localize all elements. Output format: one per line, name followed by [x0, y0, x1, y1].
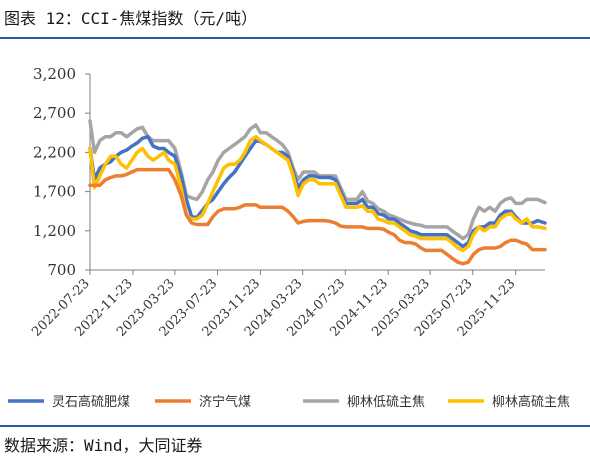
source-divider [0, 425, 590, 427]
y-tick-label: 2,200 [33, 143, 76, 161]
y-tick-label: 1,700 [33, 183, 76, 201]
series-layer [88, 119, 547, 266]
y-tick-label: 700 [47, 261, 76, 279]
series-line-3 [88, 119, 547, 241]
title-divider [0, 37, 590, 39]
legend: 灵石高硫肥煤 济宁气煤 柳林低硫主焦 柳林高硫主焦 [8, 394, 570, 410]
line-chart: 700 1,200 1,700 2,200 2,700 3,200 2022-07-232… [8, 65, 570, 410]
legend-label: 济宁气煤 [199, 394, 251, 410]
series-line-4 [88, 134, 547, 253]
figure-title: 图表 12：CCI-焦煤指数（元/吨） [4, 9, 258, 28]
source-note: 数据来源：Wind，大同证券 [4, 436, 203, 455]
series-line-1 [88, 134, 547, 249]
y-axis: 700 1,200 1,700 2,200 2,700 3,200 [33, 65, 91, 279]
legend-label: 灵石高硫肥煤 [52, 394, 130, 410]
x-axis: 2022-07-232022-11-232023-03-232023-07-23… [29, 269, 545, 340]
y-tick-label: 2,700 [33, 104, 76, 122]
series-line-2 [88, 167, 547, 266]
legend-label: 柳林低硫主焦 [347, 395, 425, 410]
legend-label: 柳林高硫主焦 [492, 394, 570, 410]
y-tick-label: 3,200 [33, 65, 76, 83]
y-tick-label: 1,200 [33, 222, 76, 240]
